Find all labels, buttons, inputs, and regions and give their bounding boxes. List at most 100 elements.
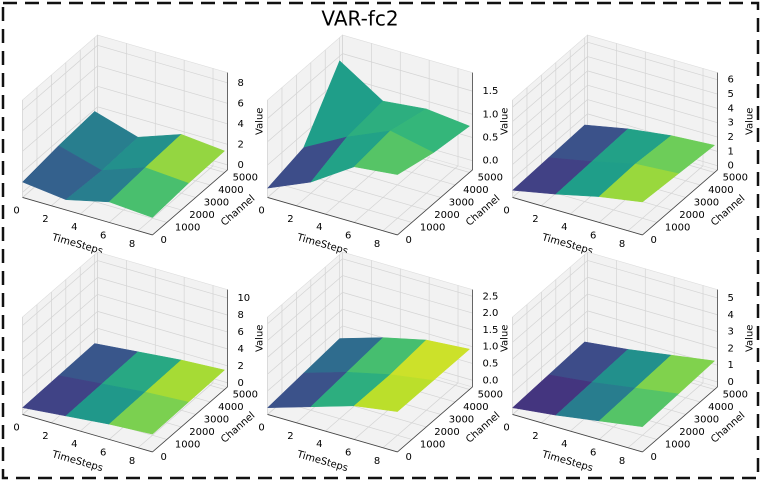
- grid-line: [512, 113, 588, 180]
- z-tick-label: 8: [237, 78, 243, 89]
- grid-line: [267, 308, 343, 375]
- axis-line: [512, 197, 643, 236]
- grid-line: [267, 53, 343, 119]
- grid-line: [267, 258, 343, 324]
- z-tick-label: 2.0: [482, 308, 498, 319]
- x-tick-label: 2: [42, 214, 48, 225]
- grid-line: [512, 327, 588, 393]
- y-tick-label: 4000: [463, 185, 488, 196]
- y-tick-label: 4000: [218, 185, 243, 196]
- grid-line: [97, 327, 228, 367]
- z-tick-label: 10: [237, 293, 250, 304]
- z-tick-label: 0.5: [482, 358, 498, 369]
- y-tick-label: 2000: [434, 427, 459, 438]
- z-tick-label: 2: [727, 132, 733, 143]
- grid-line: [22, 106, 98, 173]
- x-tick-label: 4: [316, 439, 322, 450]
- z-tick-label: 4: [727, 310, 733, 321]
- y-tick-label: 2000: [434, 210, 459, 221]
- z-tick-label: 0: [727, 377, 733, 388]
- x-tick-label: 2: [42, 431, 48, 442]
- y-tick-label: 5000: [478, 172, 503, 183]
- grid-line: [587, 56, 718, 95]
- grid-line: [267, 275, 343, 341]
- x-tick-label: 8: [374, 456, 380, 467]
- y-tick-label: 0: [650, 452, 656, 463]
- grid-line: [97, 86, 228, 125]
- surface-patch: [598, 387, 680, 428]
- grid-line: [382, 165, 459, 232]
- grid-line: [512, 84, 588, 151]
- grid-line: [342, 258, 473, 297]
- grid-line: [587, 70, 718, 109]
- y-tick-label: 1000: [420, 222, 445, 233]
- grid-line: [587, 41, 718, 81]
- z-axis-label: Value: [744, 325, 755, 352]
- axis-line: [397, 169, 473, 236]
- z-tick-label: 4: [727, 103, 733, 114]
- x-tick-label: 4: [561, 439, 567, 450]
- z-axis-label: Value: [254, 108, 265, 135]
- y-tick-label: 2000: [189, 210, 214, 221]
- z-tick-label: 6: [237, 98, 243, 109]
- y-tick-label: 4000: [708, 185, 733, 196]
- grid-line: [512, 276, 588, 343]
- x-tick-label: 6: [345, 230, 351, 241]
- grid-line: [137, 165, 214, 232]
- axis-line: [642, 169, 718, 236]
- y-tick-label: 1000: [175, 222, 200, 233]
- y-tick-label: 4000: [218, 402, 243, 413]
- z-tick-label: 1: [727, 360, 733, 371]
- axis-line: [22, 414, 153, 453]
- grid-line: [97, 277, 228, 316]
- grid-line: [281, 401, 412, 440]
- grid-line: [342, 76, 473, 115]
- z-axis-label: Value: [499, 325, 510, 352]
- axis-line: [152, 386, 228, 453]
- y-tick-label: 5000: [723, 389, 748, 400]
- axis-line: [397, 386, 473, 453]
- grid-line: [22, 86, 98, 152]
- y-tick-label: 1000: [665, 439, 690, 450]
- y-tick-label: 2000: [679, 427, 704, 438]
- x-axis-label: TimeSteps: [50, 449, 104, 474]
- grid-line: [97, 106, 228, 145]
- grid-line: [22, 294, 98, 360]
- axis-line: [512, 414, 643, 453]
- x-tick-label: 6: [590, 230, 596, 241]
- grid-line: [512, 310, 588, 377]
- x-tick-label: 6: [345, 447, 351, 458]
- grid-line: [353, 157, 430, 223]
- grid-line: [587, 260, 718, 299]
- grid-line: [22, 311, 98, 377]
- y-tick-label: 0: [650, 235, 656, 246]
- x-tick-label: 2: [287, 214, 293, 225]
- x-tick-label: 2: [532, 431, 538, 442]
- grid-line: [22, 45, 98, 111]
- z-tick-label: 2: [727, 343, 733, 354]
- z-tick-label: 0.0: [482, 156, 498, 167]
- y-tick-label: 3000: [449, 414, 474, 425]
- grid-line: [512, 293, 588, 360]
- grid-line: [342, 275, 473, 314]
- grid-line: [267, 292, 343, 358]
- axis-line: [642, 386, 718, 453]
- z-tick-label: 6: [237, 327, 243, 338]
- z-tick-label: 0.0: [482, 375, 498, 386]
- x-tick-label: 8: [129, 239, 135, 250]
- z-tick-label: 8: [237, 310, 243, 321]
- grid-line: [97, 65, 228, 104]
- grid-line: [267, 325, 343, 392]
- surface-patch: [598, 163, 680, 203]
- y-tick-label: 5000: [233, 389, 258, 400]
- z-tick-label: 5: [727, 293, 733, 304]
- grid-line: [382, 382, 459, 449]
- x-tick-label: 4: [71, 222, 77, 233]
- x-tick-label: 2: [532, 214, 538, 225]
- y-tick-label: 3000: [449, 197, 474, 208]
- grid-line: [512, 56, 588, 122]
- grid-line: [97, 44, 228, 84]
